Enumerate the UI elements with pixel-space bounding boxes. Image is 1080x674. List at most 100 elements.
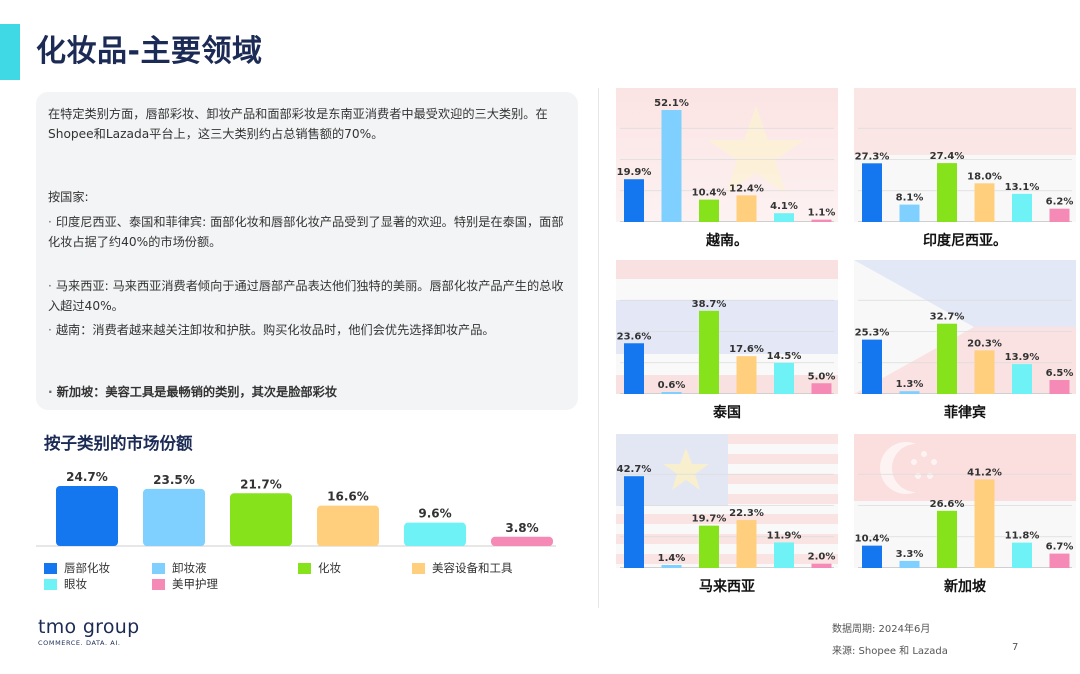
country-name: 泰国: [713, 405, 741, 421]
bar: [774, 362, 794, 394]
page-title: 化妆品-主要领域: [36, 34, 263, 69]
bar: [937, 163, 957, 222]
bar: [899, 560, 920, 568]
bar: [1012, 542, 1032, 568]
legend-item: 眼妆: [44, 576, 87, 592]
data-label: 14.5%: [767, 351, 802, 362]
data-label: 23.5%: [153, 473, 195, 487]
data-label: 38.7%: [692, 299, 727, 310]
data-label: 3.3%: [896, 549, 924, 560]
logo-tagline: COMMERCE. DATA. AI.: [38, 639, 121, 647]
data-label: 6.2%: [1046, 197, 1074, 208]
page-number: 7: [1012, 642, 1019, 653]
bullet-marker: ·: [48, 215, 52, 229]
legend-swatch: [44, 562, 57, 574]
bar: [624, 343, 644, 394]
bar: [774, 542, 794, 568]
thailand-flag-background: [616, 260, 838, 394]
data-label: 21.7%: [240, 477, 282, 491]
bar: [899, 204, 920, 222]
bar: [624, 179, 644, 222]
data-label: 19.7%: [692, 514, 727, 525]
bar: [624, 476, 644, 568]
bar: [937, 510, 957, 568]
data-label: 26.6%: [930, 499, 965, 510]
legend-swatch: [412, 562, 425, 574]
bullet-marker: ·: [48, 323, 52, 337]
column-divider: [598, 88, 599, 608]
data-label: 0.6%: [658, 380, 686, 391]
legend-swatch: [298, 562, 311, 574]
bar: [56, 486, 118, 546]
country-name: 马来西亚: [699, 579, 755, 595]
legend-item: 化妆: [298, 560, 341, 576]
data-label: 2.0%: [808, 552, 836, 563]
data-label: 12.4%: [729, 183, 764, 194]
indonesia-bar-chart: 27.3% 8.1% 27.4%18.0%13.1% 6.2%: [855, 127, 1074, 222]
legend-item: 唇部化妆: [44, 560, 110, 576]
data-label: 25.3%: [855, 328, 890, 339]
legend-item: 美甲护理: [152, 576, 218, 592]
bar: [736, 195, 757, 222]
data-label: 8.1%: [896, 193, 924, 204]
bullet-text: 马来西亚: 马来西亚消费者倾向于通过唇部产品表达他们独特的美丽。唇部化妆产品产生…: [48, 279, 564, 313]
country-name: 新加坡: [944, 579, 986, 595]
philippines-flag-background: [854, 260, 1076, 394]
bar: [699, 525, 719, 568]
data-label: 22.3%: [729, 508, 764, 519]
bar: [736, 356, 757, 394]
data-label: 13.1%: [1005, 182, 1040, 193]
indonesia-flag-background: [854, 88, 1076, 222]
bullet-marker: ·: [48, 385, 53, 399]
country-name: 菲律宾: [944, 405, 986, 421]
bar: [230, 493, 292, 546]
by-country-label: 按国家:: [48, 190, 89, 204]
intro-text: 在特定类别方面，唇部彩妆、卸妆产品和面部彩妆是东南亚消费者中最受欢迎的三大类别。…: [48, 107, 548, 141]
bar: [661, 392, 682, 394]
legend-item: 卸妆液: [152, 560, 207, 576]
section-title: 按子类别的市场份额: [44, 434, 193, 453]
bar: [661, 564, 682, 568]
country-name: 越南。: [706, 233, 748, 249]
bar: [699, 310, 719, 394]
description-panel: 在特定类别方面，唇部彩妆、卸妆产品和面部彩妆是东南亚消费者中最受欢迎的三大类别。…: [36, 92, 578, 410]
logo-brand: tmo group: [38, 616, 140, 638]
title-accent-bar: [0, 24, 20, 80]
data-label: 6.7%: [1046, 542, 1074, 553]
bar: [811, 563, 832, 568]
legend-label: 美容设备和工具: [432, 561, 513, 575]
bar: [699, 199, 719, 222]
bar: [899, 391, 920, 394]
legend-label: 唇部化妆: [64, 561, 110, 575]
data-label: 41.2%: [967, 467, 1002, 478]
data-label: 1.1%: [808, 208, 836, 219]
singapore-flag-background: [854, 434, 1076, 568]
bar: [143, 488, 205, 546]
malaysia-bar-chart: 42.7% 1.4% 19.7%22.3%11.9% 2.0%: [617, 464, 836, 568]
bar: [1049, 553, 1070, 568]
bar: [974, 479, 995, 568]
legend-swatch: [44, 578, 57, 590]
overall-bar-chart: 24.7% 23.5% 21.7% 16.6% 9.6% 3.8%: [36, 470, 556, 547]
bar: [1012, 193, 1032, 222]
bar: [491, 536, 553, 546]
vietnam-flag-star-icon: [708, 106, 804, 194]
bullet-item: · 越南：消费者越来越关注卸妆和护肤。购买化妆品时，他们会优先选择卸妆产品。: [48, 320, 568, 340]
bar: [862, 545, 882, 568]
bullet-text: 新加坡：美容工具是最畅销的类别，其次是脸部彩妆: [56, 385, 337, 399]
bar: [1049, 208, 1070, 222]
data-label: 5.0%: [808, 371, 836, 382]
data-label: 27.4%: [930, 151, 965, 162]
legend-label: 化妆: [318, 561, 341, 575]
bar: [974, 350, 995, 394]
data-label: 4.1%: [770, 201, 798, 212]
data-label: 11.9%: [767, 530, 802, 541]
data-label: 6.5%: [1046, 368, 1074, 379]
vietnam-bar-chart: 19.9% 52.1% 10.4% 12.4% 4.1% 1.1%: [617, 98, 836, 222]
footer-source: 来源: Shopee 和 Lazada: [832, 646, 948, 657]
brand-logo: tmo group COMMERCE. DATA. AI.: [38, 616, 140, 647]
bar: [937, 323, 957, 394]
data-label: 23.6%: [617, 331, 652, 342]
legend-label: 卸妆液: [172, 561, 207, 575]
data-label: 27.3%: [855, 151, 890, 162]
